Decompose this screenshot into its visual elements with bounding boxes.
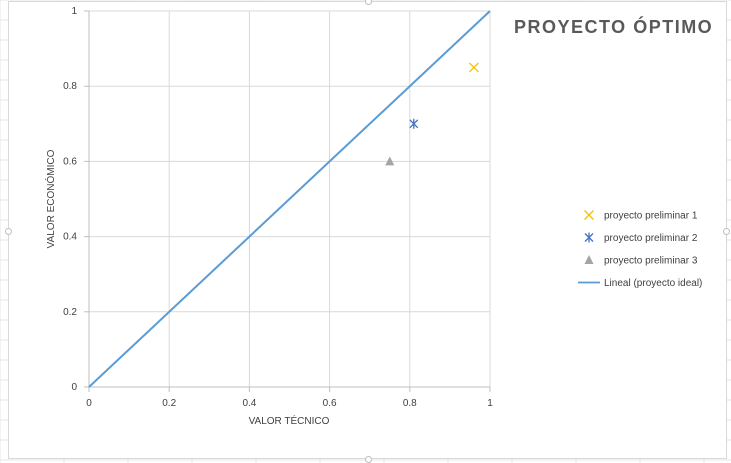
y-axis-title: VALOR ECONÓMICO xyxy=(44,149,57,248)
legend-marker xyxy=(584,232,594,243)
legend-item: proyecto preliminar 3 xyxy=(584,255,698,267)
legend-marker xyxy=(584,210,594,220)
gridlines xyxy=(89,10,491,387)
data-point-series-2 xyxy=(409,118,419,129)
x-tick-label: 0 xyxy=(86,398,92,409)
resize-handle-bottom[interactable] xyxy=(365,456,372,463)
legend: proyecto preliminar 1 proyecto preliminar… xyxy=(578,210,702,289)
trendline-ideal xyxy=(88,10,491,388)
resize-handle-top[interactable] xyxy=(365,0,372,5)
y-tick-label: 0.4 xyxy=(63,232,77,243)
legend-label: proyecto preliminar 3 xyxy=(604,256,698,267)
legend-label: proyecto preliminar 1 xyxy=(604,211,698,222)
legend-marker xyxy=(584,255,594,264)
y-tick-label: 0.6 xyxy=(63,156,77,167)
x-tick-label: 0.8 xyxy=(403,398,417,409)
y-tick-label: 1 xyxy=(71,6,77,17)
y-tick-label: 0.2 xyxy=(63,307,77,318)
x-axis-title: VALOR TÉCNICO xyxy=(249,414,330,427)
x-tick-label: 0.2 xyxy=(162,398,176,409)
resize-handle-left[interactable] xyxy=(5,228,12,235)
axes xyxy=(84,10,491,392)
plot-series xyxy=(88,10,491,388)
data-point-series-1 xyxy=(469,62,479,73)
y-tick-label: 0 xyxy=(71,382,77,393)
legend-label: proyecto preliminar 2 xyxy=(604,233,698,244)
x-tick-label: 0.6 xyxy=(323,398,337,409)
x-tick-label: 0.4 xyxy=(242,398,256,409)
legend-label: Lineal (proyecto ideal) xyxy=(604,278,702,289)
legend-item: proyecto preliminar 1 xyxy=(584,210,698,222)
chart-title: PROYECTO ÓPTIMO xyxy=(514,17,714,37)
legend-item: Lineal (proyecto ideal) xyxy=(578,278,702,289)
tick-labels: 0 0.2 0.4 0.6 0.8 1 0 0.2 0.4 0.6 0.8 1 xyxy=(63,6,493,409)
y-tick-label: 0.8 xyxy=(63,81,77,92)
resize-handle-right[interactable] xyxy=(723,228,730,235)
data-point-series-3 xyxy=(385,156,395,166)
x-tick-label: 1 xyxy=(487,398,493,409)
legend-item: proyecto preliminar 2 xyxy=(584,232,698,244)
